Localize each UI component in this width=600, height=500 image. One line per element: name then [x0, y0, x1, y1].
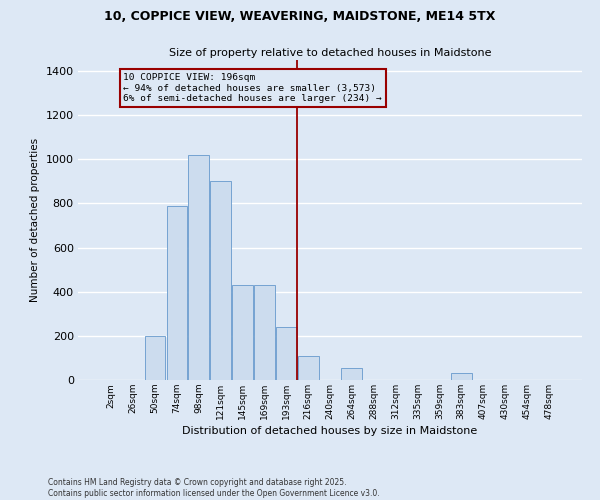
Bar — [298, 356, 319, 380]
Bar — [341, 368, 362, 380]
Bar — [451, 374, 472, 380]
Text: 10, COPPICE VIEW, WEAVERING, MAIDSTONE, ME14 5TX: 10, COPPICE VIEW, WEAVERING, MAIDSTONE, … — [104, 10, 496, 23]
Title: Size of property relative to detached houses in Maidstone: Size of property relative to detached ho… — [169, 48, 491, 58]
X-axis label: Distribution of detached houses by size in Maidstone: Distribution of detached houses by size … — [182, 426, 478, 436]
Text: Contains HM Land Registry data © Crown copyright and database right 2025.
Contai: Contains HM Land Registry data © Crown c… — [48, 478, 380, 498]
Bar — [210, 182, 231, 380]
Y-axis label: Number of detached properties: Number of detached properties — [30, 138, 40, 302]
Bar — [188, 155, 209, 380]
Bar — [276, 327, 296, 380]
Text: 10 COPPICE VIEW: 196sqm
← 94% of detached houses are smaller (3,573)
6% of semi-: 10 COPPICE VIEW: 196sqm ← 94% of detache… — [124, 73, 382, 103]
Bar — [232, 285, 253, 380]
Bar — [167, 206, 187, 380]
Bar — [145, 336, 166, 380]
Bar — [254, 285, 275, 380]
